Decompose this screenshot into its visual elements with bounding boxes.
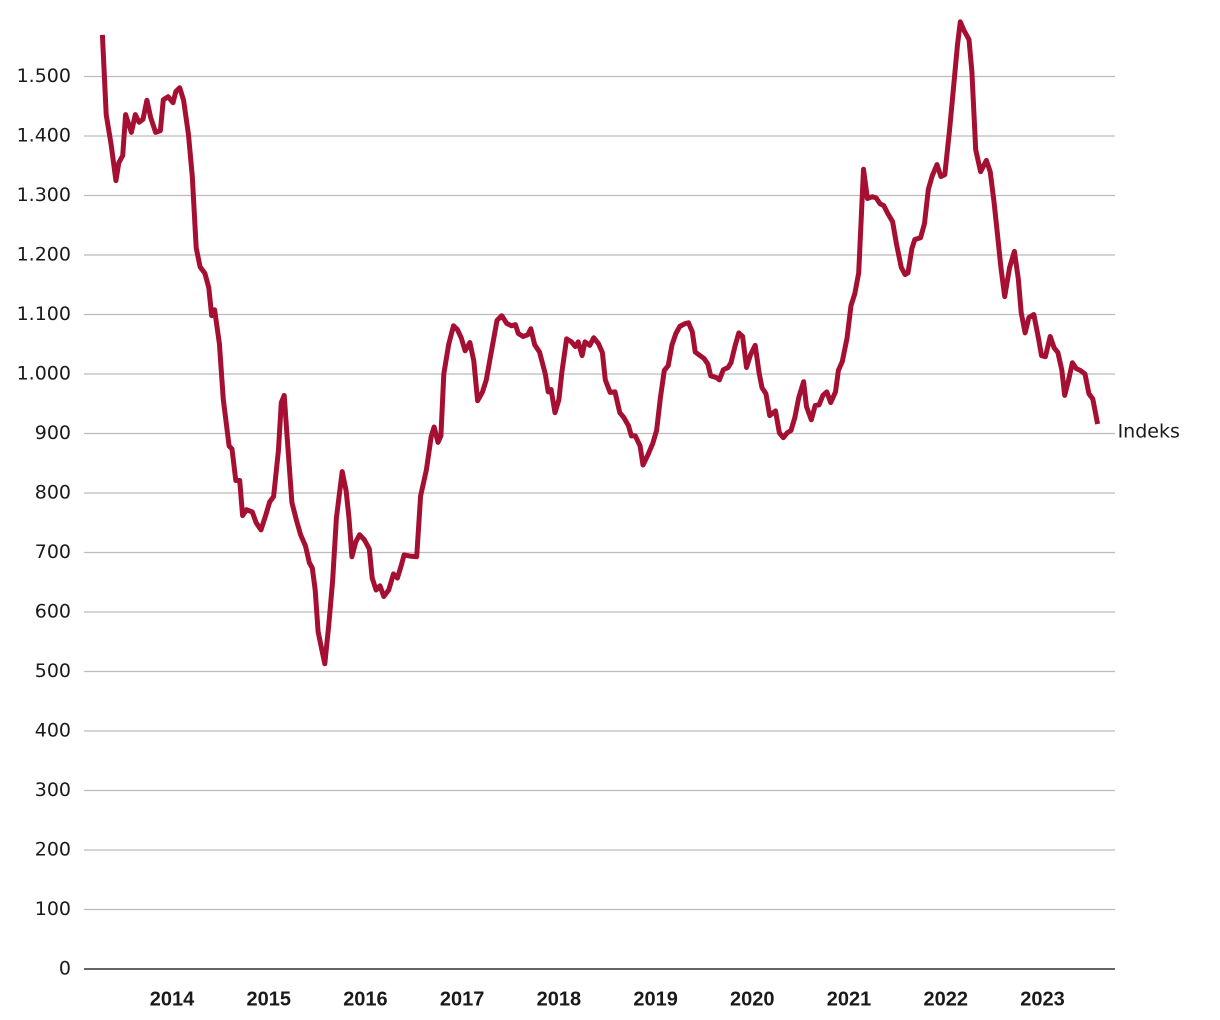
y-tick-label: 900 xyxy=(35,422,71,444)
x-tick-label: 2021 xyxy=(827,988,872,1010)
y-tick-label: 700 xyxy=(35,541,71,563)
y-tick-label: 1.300 xyxy=(17,184,71,206)
x-tick-label: 2017 xyxy=(440,988,485,1010)
x-tick-label: 2014 xyxy=(150,988,195,1010)
y-tick-label: 400 xyxy=(35,720,71,742)
x-tick-label: 2023 xyxy=(1020,988,1065,1010)
y-tick-label: 1.500 xyxy=(17,65,71,87)
y-tick-label: 500 xyxy=(35,660,71,682)
y-tick-label: 1.400 xyxy=(17,125,71,147)
y-tick-label: 800 xyxy=(35,482,71,504)
y-tick-label: 1.000 xyxy=(17,363,71,385)
x-tick-label: 2019 xyxy=(633,988,678,1010)
x-tick-label: 2020 xyxy=(730,988,775,1010)
y-tick-label: 1.200 xyxy=(17,244,71,266)
series-label: Indeks xyxy=(1118,420,1180,442)
y-tick-label: 0 xyxy=(59,958,71,980)
y-tick-label: 300 xyxy=(35,779,71,801)
x-tick-label: 2018 xyxy=(537,988,582,1010)
y-tick-label: 200 xyxy=(35,839,71,861)
y-tick-label: 100 xyxy=(35,898,71,920)
line-series xyxy=(99,19,1101,667)
y-tick-label: 600 xyxy=(35,601,71,623)
x-tick-label: 2015 xyxy=(246,988,291,1010)
y-tick-label: 1.100 xyxy=(17,303,71,325)
x-tick-label: 2022 xyxy=(923,988,968,1010)
x-tick-label: 2016 xyxy=(343,988,388,1010)
